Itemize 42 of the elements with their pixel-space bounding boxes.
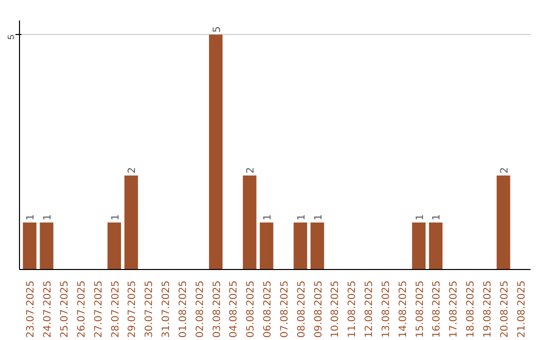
- x-tick-label: 05.08.2025: [246, 280, 257, 338]
- x-tick-label: 01.08.2025: [178, 280, 189, 338]
- data-label: 1: [110, 214, 122, 221]
- x-tick-label: 19.08.2025: [482, 280, 494, 338]
- x-tick-label: 02.08.2025: [194, 280, 206, 338]
- data-label: 1: [26, 214, 37, 221]
- x-tick-label: 04.08.2025: [228, 280, 240, 338]
- x-tick-label: 17.08.2025: [448, 280, 460, 338]
- x-tick-label: 26.07.2025: [76, 280, 88, 338]
- x-tick-label: 20.08.2025: [499, 280, 510, 338]
- x-tick-label: 13.08.2025: [380, 280, 392, 338]
- data-label: 1: [313, 214, 324, 221]
- x-tick-label: 27.07.2025: [93, 280, 104, 338]
- x-tick-label: 09.08.2025: [313, 280, 324, 338]
- x-tick-label: 11.08.2025: [347, 280, 358, 338]
- x-tick-label: 18.08.2025: [466, 280, 477, 338]
- x-tick-label: 08.08.2025: [296, 280, 308, 338]
- x-tick-label: 31.07.2025: [161, 280, 172, 338]
- x-tick-label: 28.07.2025: [110, 280, 122, 338]
- data-label: 2: [127, 167, 138, 174]
- data-label: 1: [262, 214, 274, 221]
- x-tick-label: 03.08.2025: [212, 280, 223, 338]
- x-tick-label: 16.08.2025: [432, 280, 443, 338]
- data-label: 2: [246, 167, 257, 174]
- x-tick-label: 06.08.2025: [262, 280, 274, 338]
- x-tick-label: 24.07.2025: [42, 280, 54, 338]
- x-tick-label: 23.07.2025: [26, 280, 37, 338]
- x-tick-label: 07.08.2025: [279, 280, 290, 338]
- data-label: 1: [432, 214, 443, 221]
- x-tick-label: 29.07.2025: [127, 280, 138, 338]
- data-label: 1: [414, 214, 426, 221]
- data-label: 5: [212, 26, 223, 33]
- data-label: 2: [499, 167, 510, 174]
- data-label: 1: [296, 214, 308, 221]
- x-tick-label: 21.08.2025: [516, 280, 528, 338]
- x-tick-label: 30.07.2025: [144, 280, 156, 338]
- x-tick-label: 25.07.2025: [59, 280, 70, 338]
- x-tick-label: 14.08.2025: [398, 280, 409, 338]
- x-tick-label: 12.08.2025: [364, 280, 376, 338]
- x-tick-label: 15.08.2025: [414, 280, 426, 338]
- x-tick-label: 10.08.2025: [330, 280, 342, 338]
- data-label: 1: [42, 214, 54, 221]
